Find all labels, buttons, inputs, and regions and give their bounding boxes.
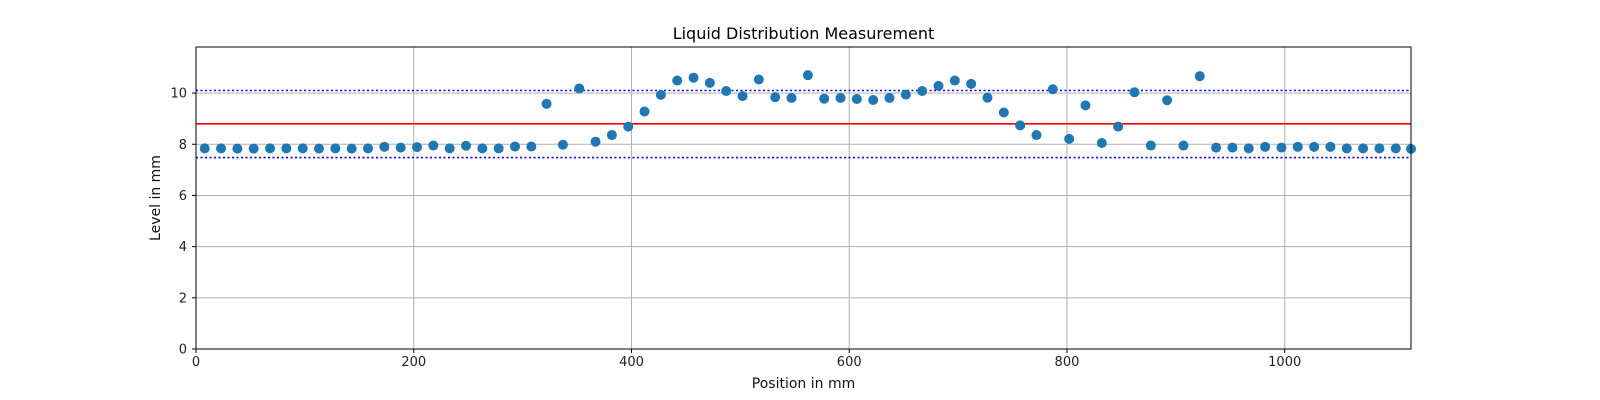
- data-point: [346, 143, 357, 154]
- data-point: [363, 143, 374, 154]
- y-tick-label: 0: [179, 343, 187, 358]
- data-point: [1227, 142, 1238, 153]
- data-point: [379, 141, 390, 152]
- data-point: [786, 92, 797, 103]
- data-point: [330, 143, 341, 154]
- data-point: [917, 86, 928, 97]
- x-tick-label: 400: [619, 355, 644, 370]
- data-point: [590, 136, 601, 147]
- data-point: [493, 143, 504, 154]
- data-point: [526, 141, 537, 152]
- data-point: [900, 89, 911, 100]
- reference-lines: [196, 89, 1411, 159]
- x-axis-label: Position in mm: [752, 376, 855, 392]
- data-point: [395, 142, 406, 153]
- x-tick-label: 1000: [1268, 355, 1301, 370]
- data-point: [802, 70, 813, 81]
- data-point: [1358, 143, 1369, 154]
- data-point: [477, 143, 488, 154]
- data-point: [770, 92, 781, 103]
- data-point: [704, 77, 715, 88]
- data-point: [1341, 143, 1352, 154]
- data-point: [199, 143, 210, 154]
- data-point: [444, 143, 455, 154]
- data-point: [1113, 121, 1124, 132]
- data-point: [541, 98, 552, 109]
- data-point: [884, 92, 895, 103]
- data-point: [557, 139, 568, 150]
- chart-title: Liquid Distribution Measurement: [673, 24, 935, 43]
- data-point: [1390, 143, 1401, 154]
- data-point: [1194, 71, 1205, 82]
- data-point: [1064, 133, 1075, 144]
- x-axis-ticks: 0 200 400 600 800 1000: [192, 349, 1301, 370]
- data-point: [1031, 130, 1042, 141]
- data-point: [639, 106, 650, 117]
- x-tick-label: 600: [837, 355, 862, 370]
- x-tick-label: 800: [1055, 355, 1080, 370]
- data-point: [461, 140, 471, 151]
- data-point: [1080, 100, 1091, 111]
- data-point: [1211, 142, 1222, 153]
- data-point: [232, 143, 243, 154]
- data-point: [1292, 141, 1303, 152]
- data-point: [1129, 87, 1140, 98]
- data-point: [314, 143, 325, 154]
- data-point: [868, 94, 879, 105]
- data-point: [1374, 143, 1385, 154]
- data-points: [199, 70, 1416, 154]
- data-point: [819, 93, 830, 104]
- data-point: [933, 80, 944, 91]
- data-point: [851, 93, 862, 104]
- grid-lines: [195, 47, 1411, 350]
- data-point: [1260, 141, 1271, 152]
- data-point: [1243, 143, 1254, 154]
- data-point: [216, 143, 227, 154]
- data-point: [998, 107, 1009, 118]
- y-tick-label: 4: [179, 240, 187, 255]
- data-point: [982, 92, 993, 103]
- data-point: [1276, 142, 1287, 153]
- y-axis-label: Level in mm: [148, 155, 164, 241]
- data-point: [412, 142, 423, 153]
- data-point: [297, 143, 308, 154]
- x-tick-label: 200: [401, 355, 426, 370]
- data-point: [623, 121, 634, 132]
- data-point: [1162, 95, 1173, 106]
- y-tick-label: 8: [179, 138, 187, 153]
- data-point: [574, 83, 585, 94]
- data-point: [1096, 137, 1107, 148]
- data-point: [835, 92, 846, 103]
- y-tick-label: 10: [170, 87, 187, 102]
- data-point: [966, 78, 977, 89]
- data-point: [265, 143, 276, 154]
- data-point: [688, 72, 699, 83]
- plot-area-frame: [195, 46, 1412, 350]
- data-point: [509, 141, 520, 152]
- data-point: [1015, 120, 1026, 131]
- data-point: [1145, 140, 1156, 151]
- data-point: [1309, 141, 1320, 152]
- data-point: [737, 91, 748, 102]
- data-point: [281, 143, 292, 154]
- y-tick-label: 6: [179, 189, 187, 204]
- data-point: [753, 74, 764, 85]
- data-point: [248, 143, 259, 154]
- data-point: [428, 140, 439, 151]
- data-point: [1178, 140, 1189, 151]
- data-point: [1047, 84, 1058, 95]
- data-point: [949, 75, 960, 86]
- data-point: [721, 86, 732, 97]
- data-point: [655, 89, 666, 100]
- y-axis-ticks: 0 2 4 6 8 10: [170, 87, 196, 358]
- data-point: [606, 130, 617, 141]
- data-point: [672, 75, 683, 86]
- x-tick-label: 0: [192, 355, 200, 370]
- y-tick-label: 2: [179, 291, 187, 306]
- data-point: [1325, 141, 1336, 152]
